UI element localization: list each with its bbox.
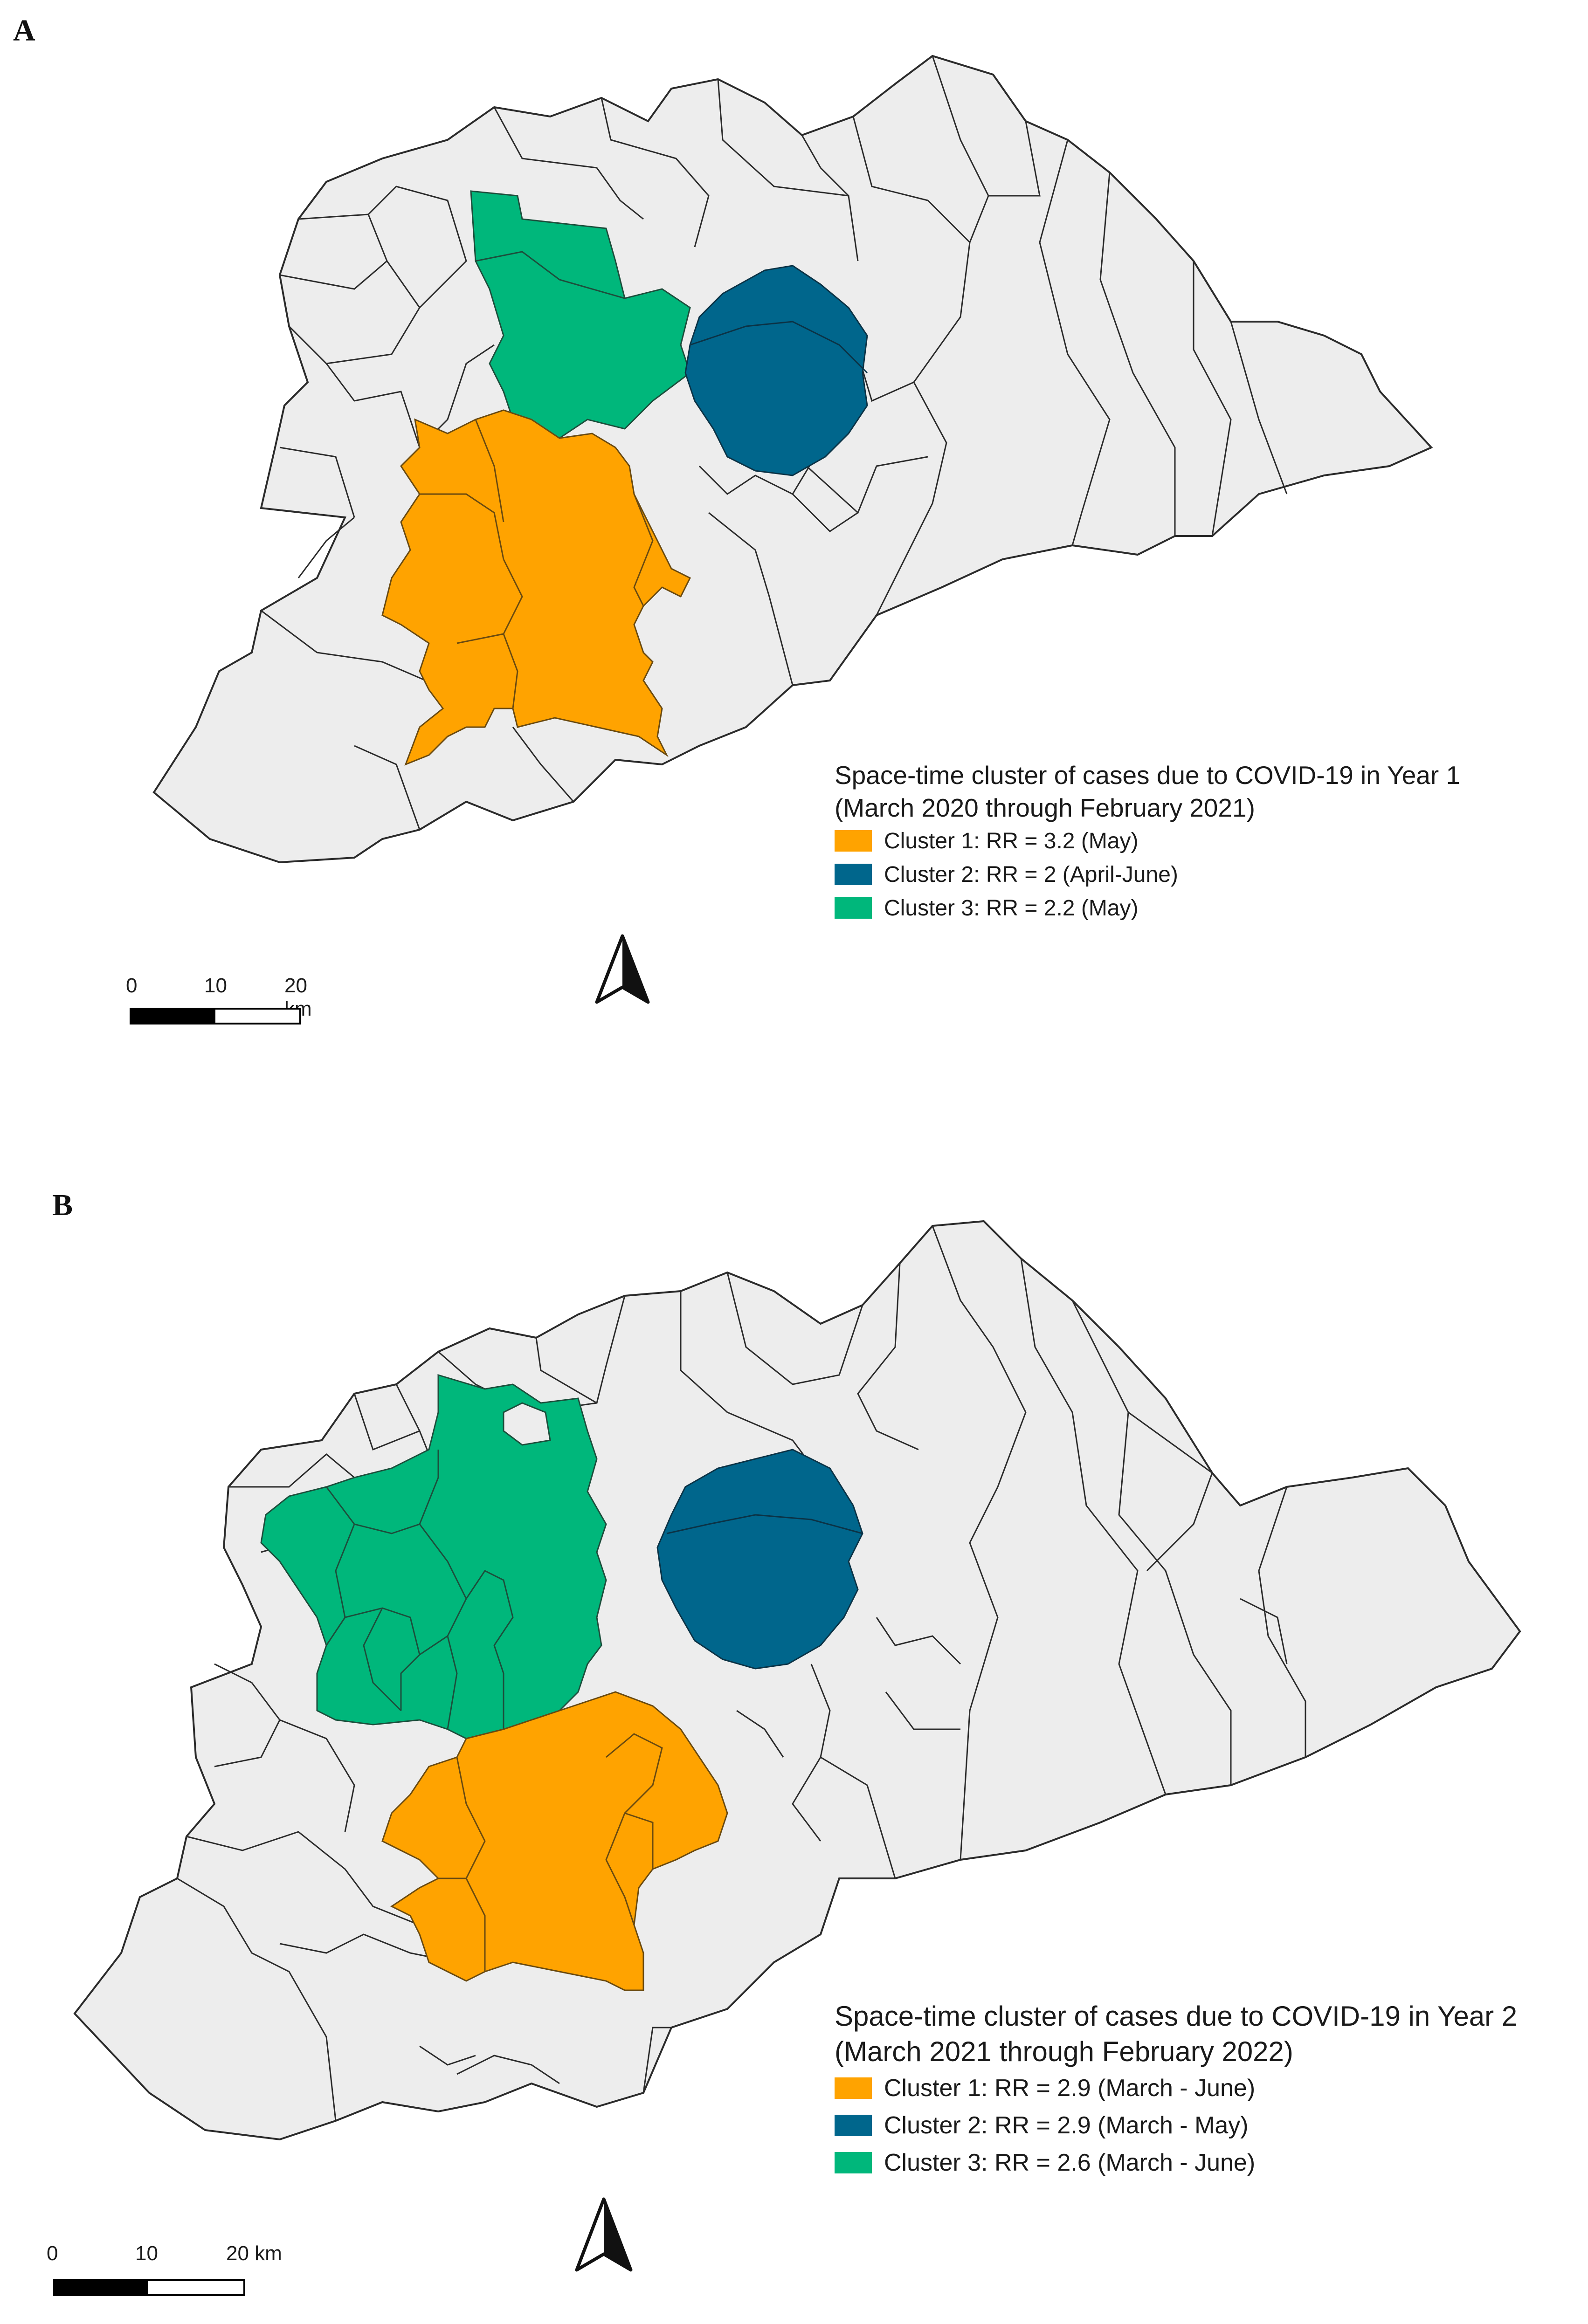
map-a: [152, 55, 1433, 864]
legend-item-cluster-1: Cluster 1: RR = 3.2 (May): [835, 824, 1460, 858]
legend-item-label: Cluster 2: RR = 2 (April-June): [884, 862, 1178, 887]
map-panel-a: A: [0, 0, 1588, 1137]
legend-item-label: Cluster 1: RR = 3.2 (May): [884, 828, 1139, 853]
municipal-boundaries-b: [177, 1225, 1306, 2121]
map-panel-b: B: [0, 1151, 1588, 2324]
swatch-green: [835, 897, 872, 919]
scale-bar-body: [53, 2279, 245, 2296]
legend-item-label: Cluster 3: RR = 2.6 (March - June): [884, 2149, 1256, 2176]
cluster-1-area-b: [381, 1691, 728, 1991]
scale-tick-0: 0: [126, 974, 138, 997]
legend-item-label: Cluster 1: RR = 2.9 (March - June): [884, 2075, 1256, 2102]
legend-item-label: Cluster 2: RR = 2.9 (March - May): [884, 2112, 1249, 2139]
cluster-3-area-a: [470, 190, 691, 439]
north-arrow-icon: [595, 934, 650, 1004]
swatch-orange: [835, 2077, 872, 2099]
cluster-1-area-a: [381, 409, 691, 766]
swatch-blue: [835, 2115, 872, 2136]
map-b: [73, 1220, 1521, 2141]
legend-a: Space-time cluster of cases due to COVID…: [835, 759, 1460, 925]
scale-tick-0: 0: [47, 2242, 58, 2265]
legend-b: Space-time cluster of cases due to COVID…: [835, 1999, 1517, 2181]
legend-title-line1: Space-time cluster of cases due to COVID…: [835, 761, 1461, 790]
legend-item-label: Cluster 3: RR = 2.2 (May): [884, 895, 1139, 921]
legend-item-cluster-1: Cluster 1: RR = 2.9 (March - June): [835, 2070, 1517, 2107]
cluster-2-area-b: [656, 1449, 863, 1670]
panel-label-b: B: [52, 1188, 73, 1222]
cluster-3-area-b: [260, 1374, 607, 1740]
legend-title-line2: (March 2020 through February 2021): [835, 793, 1255, 822]
north-arrow-icon: [575, 2197, 633, 2272]
legend-item-cluster-2: Cluster 2: RR = 2 (April-June): [835, 858, 1460, 891]
swatch-orange: [835, 830, 872, 852]
scale-bar-b: 0 10 20 km: [47, 2242, 308, 2303]
legend-item-cluster-3: Cluster 3: RR = 2.2 (May): [835, 891, 1460, 925]
scale-tick-10: 10: [204, 974, 227, 997]
swatch-green: [835, 2152, 872, 2173]
swatch-blue: [835, 864, 872, 885]
scale-bar-body: [130, 1008, 301, 1024]
scale-tick-10: 10: [135, 2242, 158, 2265]
municipal-boundaries-a: [261, 55, 1288, 830]
panel-label-a: A: [13, 14, 35, 48]
legend-item-cluster-3: Cluster 3: RR = 2.6 (March - June): [835, 2144, 1517, 2181]
legend-title-line2: (March 2021 through February 2022): [835, 2036, 1293, 2067]
legend-item-cluster-2: Cluster 2: RR = 2.9 (March - May): [835, 2107, 1517, 2144]
scale-bar-a: 0 10 20 km: [126, 974, 322, 1030]
scale-tick-20: 20 km: [226, 2242, 282, 2265]
legend-title-line1: Space-time cluster of cases due to COVID…: [835, 2001, 1518, 2032]
